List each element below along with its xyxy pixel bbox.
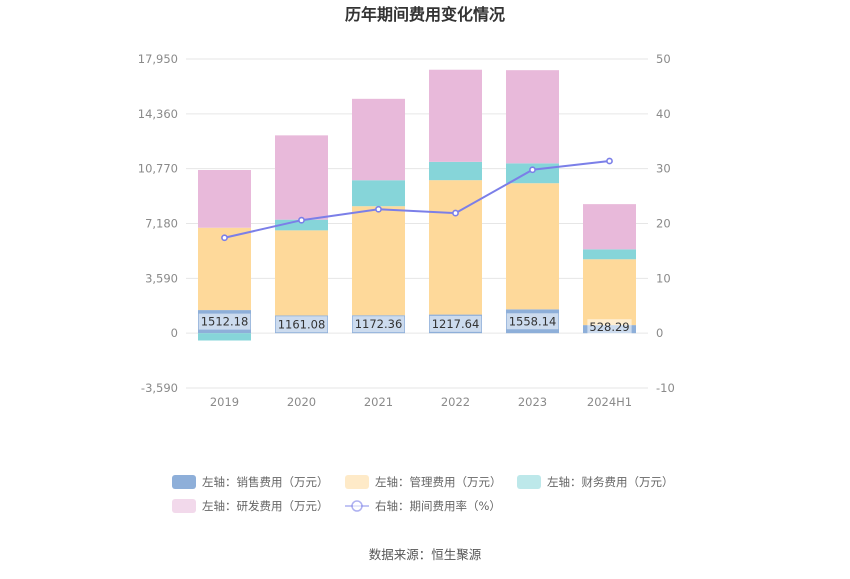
- legend-label[interactable]: 右轴：期间费用率（%）: [375, 499, 501, 513]
- x-axis-tick-label: 2021: [364, 395, 393, 409]
- right-axis-tick-label: 10: [656, 271, 671, 285]
- legend-swatch[interactable]: [172, 475, 196, 489]
- bar-segment: [352, 98, 405, 181]
- bar-data-label-bg: [275, 316, 328, 333]
- x-axis-tick-label: 2022: [441, 395, 470, 409]
- x-axis-tick-label: 2023: [518, 395, 547, 409]
- legend-swatch[interactable]: [345, 475, 369, 489]
- axes: -3,590 0 3,590 7,180 10,770 14,360 17,950 -10 0 1…: [138, 52, 675, 409]
- left-axis-tick-label: 17,950: [138, 52, 178, 66]
- bar-segment: [198, 170, 251, 228]
- source-note: 数据来源：恒生聚源: [369, 547, 482, 562]
- bar-data-label: 1161.08: [278, 317, 326, 331]
- x-axis-tick-label: 2024H1: [587, 395, 632, 409]
- rate-point: [375, 205, 382, 213]
- legend-marker: [351, 500, 363, 512]
- rate-point: [452, 209, 459, 217]
- bar-segment: [506, 183, 559, 310]
- left-axis-tick-label: 10,770: [138, 162, 178, 176]
- bar-data-label: 1558.14: [509, 314, 557, 328]
- right-axis-tick-label: -10: [656, 381, 675, 395]
- bar-segment: [429, 69, 482, 162]
- bar-segment: [198, 333, 251, 341]
- bar-data-label-bg: [198, 313, 251, 330]
- legend-swatch[interactable]: [172, 499, 196, 513]
- bar-segment: [583, 259, 636, 326]
- x-axis-tick-label: 2020: [287, 395, 316, 409]
- rate-line-path: [224, 159, 610, 239]
- legend-swatch[interactable]: [517, 475, 541, 489]
- left-axis-tick-label: 14,360: [138, 107, 178, 121]
- right-axis-tick-label: 40: [656, 107, 671, 121]
- bar-data-label-bg: [429, 315, 482, 332]
- rate-point: [529, 166, 536, 174]
- bar-segment: [352, 180, 405, 207]
- right-axis-tick-label: 50: [656, 52, 671, 66]
- rate-point: [606, 157, 613, 165]
- left-axis-tick-label: 3,590: [145, 271, 178, 285]
- x-axis-tick-label: 2019: [210, 395, 239, 409]
- bar-segment: [275, 135, 328, 220]
- bar-segment: [429, 180, 482, 315]
- legend-label[interactable]: 左轴：销售费用（万元）: [202, 475, 329, 489]
- rate-line: [221, 157, 613, 242]
- bar-data-labels: 1512.18 1161.08 1172.36 1217.64 1558.14 528.2…: [198, 313, 632, 336]
- bar-segment: [198, 227, 251, 311]
- bar-segment: [352, 206, 405, 316]
- rate-point: [221, 234, 228, 242]
- bar-segment: [275, 230, 328, 316]
- bar-segment: [506, 70, 559, 164]
- legend-label[interactable]: 左轴：管理费用（万元）: [375, 475, 502, 489]
- bar-segment: [583, 204, 636, 250]
- bar-data-label: 1172.36: [355, 317, 403, 331]
- bars: [198, 69, 636, 341]
- right-axis-tick-label: 30: [656, 162, 671, 176]
- legend-label[interactable]: 左轴：研发费用（万元）: [202, 499, 329, 513]
- left-axis-tick-label: 7,180: [145, 217, 178, 231]
- bar-data-label-bg: [587, 319, 632, 336]
- bar-data-label: 528.29: [589, 320, 629, 334]
- left-axis-tick-label: -3,590: [141, 381, 178, 395]
- chart-title: 历年期间费用变化情况: [345, 5, 505, 24]
- grid-lines: [186, 58, 648, 389]
- left-axis-tick-label: 0: [171, 326, 178, 340]
- right-axis-tick-label: 20: [656, 217, 671, 231]
- right-axis-tick-label: 0: [656, 326, 663, 340]
- bar-segment: [583, 249, 636, 260]
- bar-data-label-bg: [352, 316, 405, 333]
- bar-segment: [275, 219, 328, 231]
- bar-segment: [429, 161, 482, 181]
- bar-data-label: 1512.18: [201, 315, 249, 329]
- bar-data-label-bg: [506, 313, 559, 330]
- legend-label[interactable]: 左轴：财务费用（万元）: [547, 475, 674, 489]
- legend[interactable]: 左轴：销售费用（万元） 左轴：管理费用（万元） 左轴：财务费用（万元） 左轴：研发费用…: [172, 475, 674, 513]
- rate-point: [298, 216, 305, 224]
- bar-data-label: 1217.64: [432, 317, 480, 331]
